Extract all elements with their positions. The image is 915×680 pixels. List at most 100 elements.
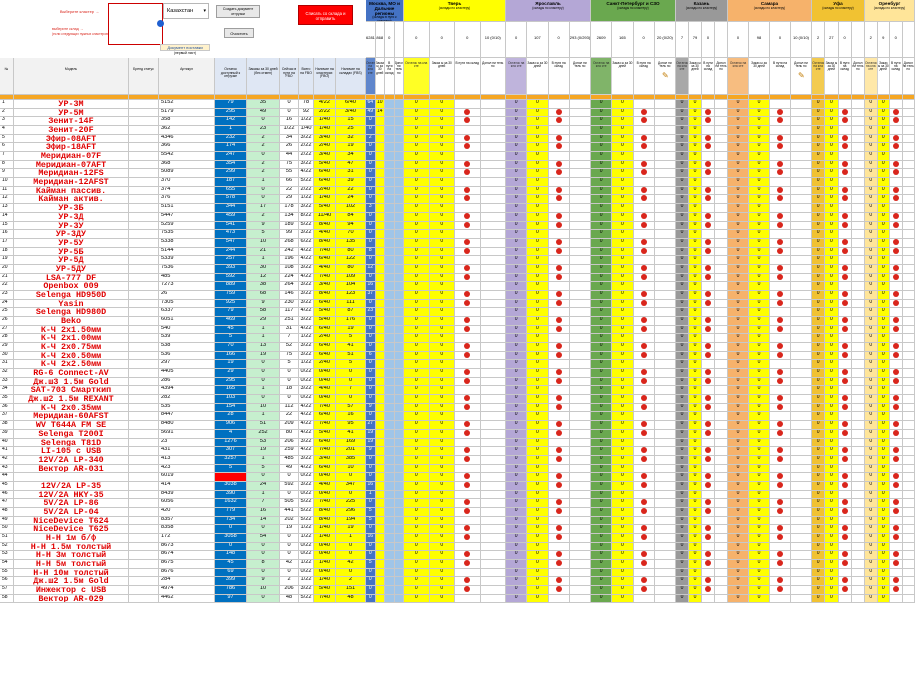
product-name[interactable]: Дж.ш2 1.5м Gold bbox=[14, 577, 129, 587]
product-name[interactable]: УР-5Б bbox=[14, 247, 129, 257]
region-select[interactable]: Казахстан ▾ bbox=[163, 3, 209, 19]
remove-button[interactable]: Списать со склада и отправить bbox=[298, 5, 353, 25]
cluster-cell: 0 bbox=[591, 516, 613, 526]
product-name[interactable]: УР-3ДУ bbox=[14, 230, 129, 239]
clear-button[interactable]: Очистить bbox=[224, 28, 254, 38]
product-name[interactable]: Зенит-14F bbox=[14, 117, 129, 127]
product-name[interactable]: Selenga HD980D bbox=[14, 308, 129, 317]
selection-handle[interactable] bbox=[157, 20, 164, 27]
product-name[interactable]: К-Ч 2х1.50мм bbox=[14, 325, 129, 335]
product-name[interactable]: Инжектор с USB bbox=[14, 586, 129, 595]
product-name[interactable]: Зенит-20F bbox=[14, 126, 129, 135]
cell-stock_main: 734 bbox=[215, 516, 247, 526]
product-name[interactable]: 12V/2A LP-340 bbox=[14, 455, 129, 465]
product-name[interactable]: Кайман актив. bbox=[14, 195, 129, 205]
product-name[interactable]: Меридиан-12FS bbox=[14, 169, 129, 179]
product-name[interactable]: УР-3М bbox=[14, 100, 129, 109]
product-name[interactable]: К-Ч 2х0.35мм bbox=[14, 403, 129, 413]
product-name[interactable]: NiceDevice T624 bbox=[14, 516, 129, 526]
product-name[interactable] bbox=[14, 473, 129, 482]
product-name[interactable]: Меридиан-07AFT bbox=[14, 160, 129, 170]
product-name[interactable]: УР-3У bbox=[14, 221, 129, 231]
product-name[interactable]: Кайман пассив. bbox=[14, 186, 129, 196]
product-name[interactable]: 5V/2A LP-04 bbox=[14, 507, 129, 517]
cluster-cell bbox=[902, 317, 915, 326]
cluster-cell bbox=[770, 169, 791, 179]
product-name[interactable]: К-Ч 2х0.75мм bbox=[14, 343, 129, 352]
product-name[interactable]: Yasin bbox=[14, 299, 129, 309]
cluster-cell: 0 bbox=[676, 273, 689, 283]
product-name[interactable]: Меридиан-07F bbox=[14, 152, 129, 161]
cluster-cell: 0 bbox=[506, 238, 528, 248]
cluster-cell: 0 bbox=[689, 516, 702, 526]
cluster-cell: 0 bbox=[825, 143, 839, 153]
product-name[interactable]: УР-5М bbox=[14, 108, 129, 118]
product-name[interactable]: Эфир-18AFT bbox=[14, 143, 129, 153]
product-name[interactable]: УР-5ДУ bbox=[14, 264, 129, 274]
cluster-cell: 0 bbox=[689, 308, 702, 317]
cluster-cell bbox=[394, 516, 404, 526]
cluster-cell: 0 bbox=[591, 152, 613, 161]
product-name[interactable]: Selenga HD950D bbox=[14, 290, 129, 300]
product-name[interactable]: 12V/2A HKY-35 bbox=[14, 490, 129, 500]
cluster-cell: 0 bbox=[591, 308, 613, 317]
status-dot-icon bbox=[705, 238, 711, 245]
cluster-cell: 0 bbox=[612, 369, 634, 378]
product-name[interactable]: RG-6 Connect-AV bbox=[14, 369, 129, 378]
filter-link[interactable]: Выберите кластер → bbox=[59, 9, 100, 14]
product-name[interactable]: Вектор AR-031 bbox=[14, 464, 129, 474]
cluster-cell: 0 bbox=[506, 308, 528, 317]
product-name[interactable]: NiceDevice T625 bbox=[14, 525, 129, 534]
product-name[interactable]: Эфир-08AFT bbox=[14, 134, 129, 144]
cluster-cell bbox=[791, 212, 812, 222]
product-name[interactable]: 5V/2A LP-86 bbox=[14, 499, 129, 508]
cell-ordered_fbo: 0 bbox=[280, 395, 299, 404]
product-name[interactable]: WV T644A FM SE bbox=[14, 421, 129, 430]
product-name[interactable]: К-Ч 2х2.50мм bbox=[14, 360, 129, 370]
cell-orders30: 0 bbox=[247, 152, 280, 161]
product-name[interactable]: К-Ч 2х1.00мм bbox=[14, 334, 129, 344]
product-name[interactable]: Н-Н 1м б/ф bbox=[14, 534, 129, 543]
cluster-cell bbox=[702, 126, 715, 135]
cluster-cell: 0 bbox=[728, 317, 749, 326]
product-name[interactable]: Н-Н 1.5м толстый bbox=[14, 542, 129, 552]
product-name[interactable]: Н-Н 10м толстый bbox=[14, 568, 129, 578]
product-name[interactable]: Вектор AR-029 bbox=[14, 594, 129, 604]
product-name[interactable]: Дж.ш3 1.5м Gold bbox=[14, 377, 129, 387]
cluster-cell: 0 bbox=[877, 152, 890, 161]
cell-n: 31 bbox=[0, 360, 14, 370]
cluster-cell: 0 bbox=[506, 351, 528, 361]
product-name[interactable]: LI-105 с USB bbox=[14, 447, 129, 456]
product-name[interactable]: LSA-777 DF bbox=[14, 273, 129, 283]
product-name[interactable]: Selenga T81D bbox=[14, 438, 129, 448]
cluster-cell bbox=[654, 343, 676, 352]
cluster-cell: 0 bbox=[591, 160, 613, 170]
product-name[interactable]: Openbox 009 bbox=[14, 282, 129, 291]
product-name[interactable]: Дж.ш2 1.5м REXANT bbox=[14, 395, 129, 404]
cluster-cell: 0 bbox=[404, 204, 430, 213]
cluster-cell bbox=[902, 464, 915, 474]
cluster-cell bbox=[394, 464, 404, 474]
cluster-subtitle: (склады по кластеру) bbox=[438, 5, 471, 10]
status-dot-icon bbox=[892, 499, 899, 506]
create-doc-button[interactable]: Создать документ отгрузки bbox=[216, 5, 260, 18]
product-name[interactable]: 12V/2A LP-35 bbox=[14, 481, 129, 491]
product-name[interactable]: УР-3Б bbox=[14, 204, 129, 213]
edit-pencil-icon[interactable]: ✎ bbox=[798, 72, 805, 80]
header-filter-band bbox=[715, 95, 728, 100]
cluster-cell bbox=[654, 273, 676, 283]
product-name[interactable]: Beko bbox=[14, 317, 129, 326]
cluster-cell bbox=[770, 143, 791, 153]
product-name[interactable]: УР-3Д bbox=[14, 212, 129, 222]
product-name[interactable]: УР-5Д bbox=[14, 256, 129, 265]
product-name[interactable]: Меридиан-12AFST bbox=[14, 178, 129, 187]
product-name[interactable]: Меридиан-60AFST bbox=[14, 412, 129, 422]
product-name[interactable]: SAT-703 Смарткип bbox=[14, 386, 129, 396]
cluster-cell bbox=[770, 386, 791, 396]
product-name[interactable]: Н-Н 3м толстый bbox=[14, 551, 129, 561]
product-name[interactable]: Н-Н 5м толстый bbox=[14, 560, 129, 569]
product-name[interactable]: Selenga T200I bbox=[14, 429, 129, 439]
product-name[interactable]: К-Ч 2х0.50мм bbox=[14, 351, 129, 361]
product-name[interactable]: УР-5У bbox=[14, 238, 129, 248]
edit-pencil-icon[interactable]: ✎ bbox=[662, 72, 669, 80]
